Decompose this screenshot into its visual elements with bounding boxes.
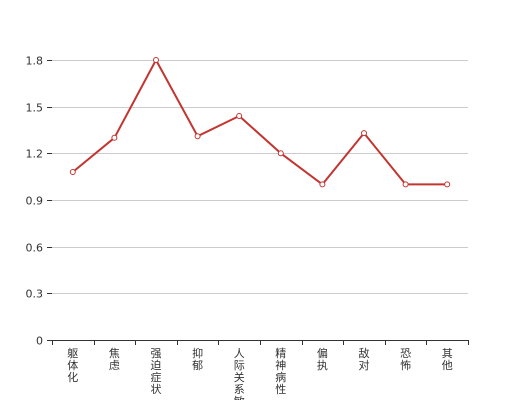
data-point[interactable] (444, 181, 451, 188)
x-tick-label: 恐怖 (400, 347, 411, 372)
data-point[interactable] (194, 133, 201, 140)
x-tick-labels: 躯体化 焦虑 强迫症状 抑郁 人际关系敏感 精神病性 偏执 敌对 恐怖 其他 (67, 346, 452, 400)
data-point[interactable] (236, 113, 243, 119)
x-tick-label: 抑郁 (192, 346, 203, 372)
series-lines (72, 59, 448, 186)
series-line (72, 59, 448, 186)
y-tick-labels: 0 0.3 0.6 0.9 1.2 1.5 1.8 (26, 55, 44, 348)
y-tick-label: 0.6 (26, 242, 44, 255)
axes (47, 60, 469, 345)
x-tick-label: 其他 (442, 347, 453, 372)
data-point[interactable] (111, 134, 118, 141)
data-points (69, 57, 451, 188)
x-tick-label: 人际关系敏感 (234, 347, 245, 400)
grid-lines (52, 60, 468, 294)
x-tick-label: 敌对 (359, 346, 370, 372)
y-tick-label: 1.8 (26, 55, 44, 68)
x-tick-label: 强迫症状 (151, 347, 162, 396)
x-tick-label: 精神病性 (275, 347, 286, 396)
y-tick-label: 0.9 (26, 195, 44, 208)
data-point[interactable] (319, 181, 326, 188)
data-point[interactable] (277, 150, 284, 157)
y-tick-label: 1.5 (26, 102, 44, 115)
y-tick-label: 1.2 (26, 148, 44, 161)
x-tick-label: 焦虑 (109, 347, 120, 372)
data-point[interactable] (153, 57, 159, 63)
data-point[interactable] (361, 130, 367, 137)
y-tick-label: 0 (36, 335, 43, 348)
x-tick-label: 偏执 (317, 346, 328, 372)
y-tick-label: 0.3 (26, 288, 44, 301)
data-point[interactable] (402, 181, 409, 188)
x-tick-label: 躯体化 (67, 347, 78, 384)
data-point[interactable] (69, 169, 76, 175)
